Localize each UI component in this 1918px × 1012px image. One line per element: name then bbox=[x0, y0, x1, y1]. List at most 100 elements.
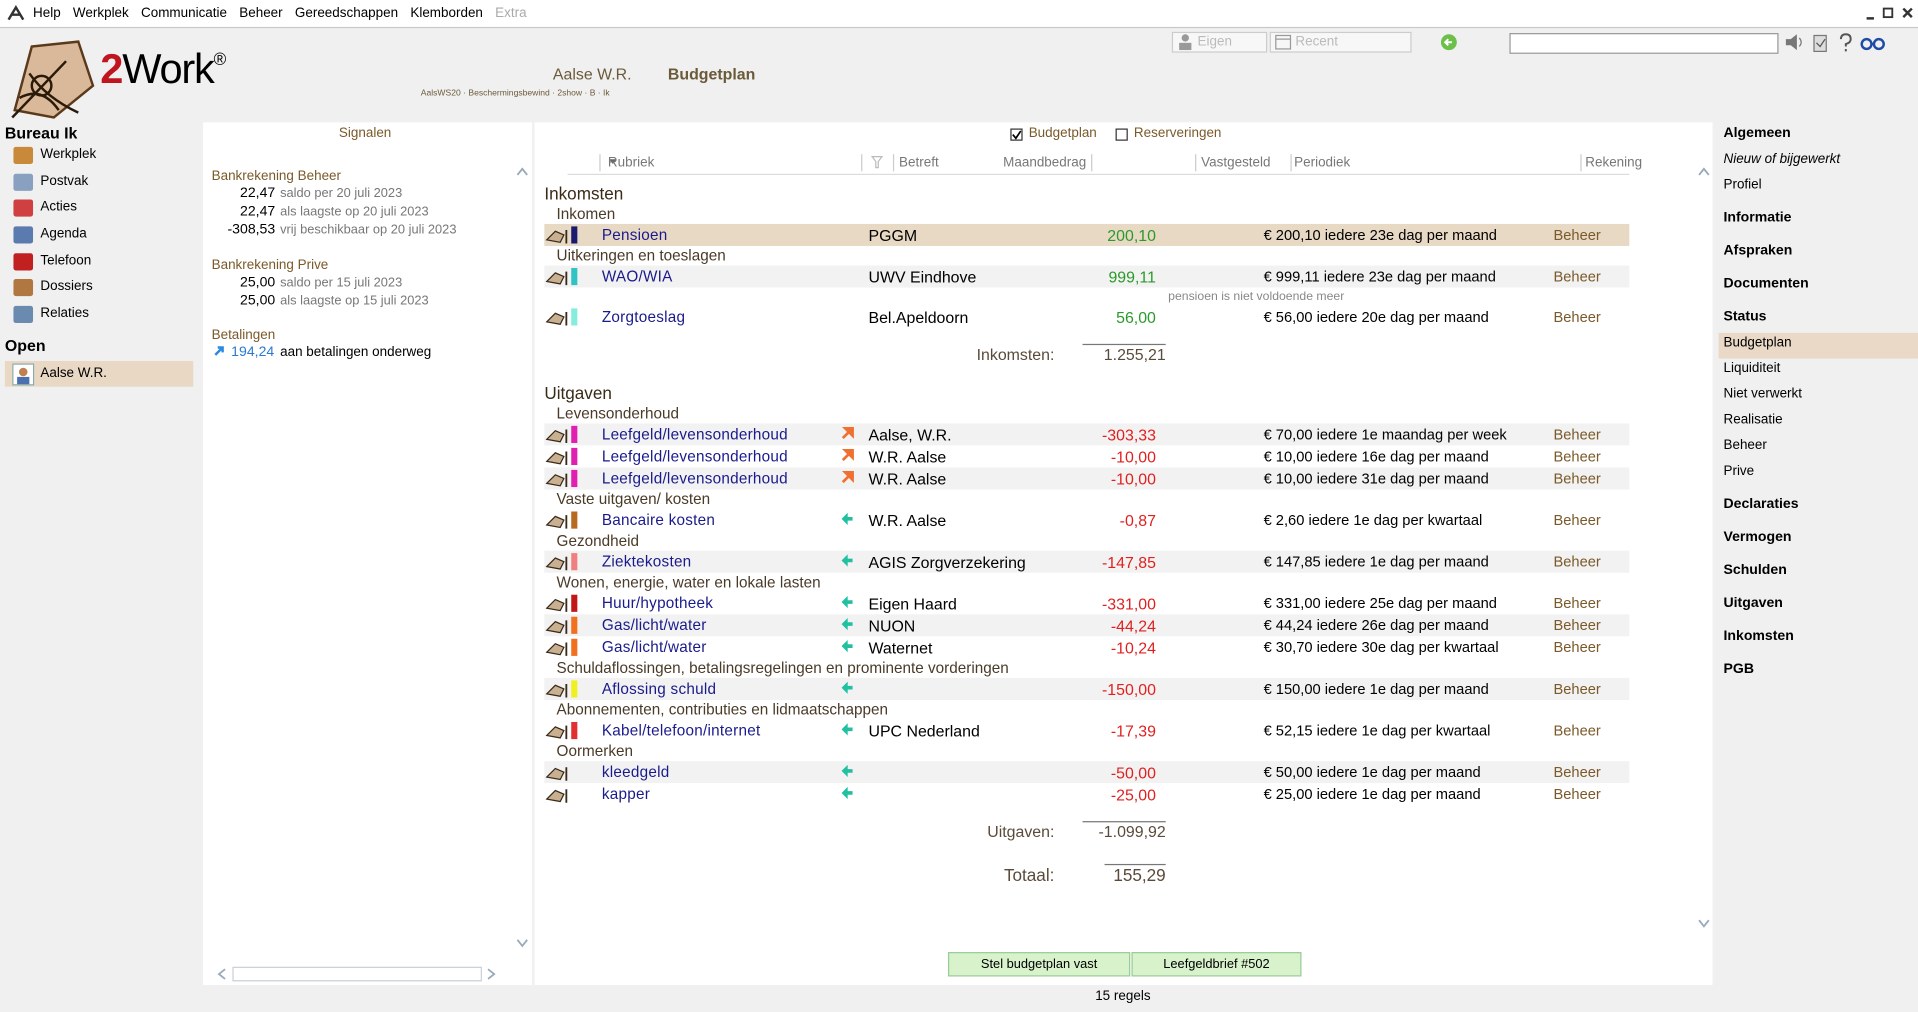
recent-button[interactable]: Recent bbox=[1269, 31, 1412, 53]
amount: -44,24 bbox=[1110, 616, 1156, 636]
right-nav-item[interactable]: Budgetplan bbox=[1718, 332, 1918, 359]
action-button[interactable]: Stel budgetplan vast bbox=[947, 952, 1131, 977]
account-amount: 22,47 bbox=[240, 204, 276, 220]
nav-item[interactable]: Postvak bbox=[0, 170, 196, 197]
right-nav-item[interactable]: Vermogen bbox=[1723, 529, 1792, 545]
menu-item[interactable]: Communicatie bbox=[141, 6, 228, 21]
scroll-down[interactable] bbox=[516, 939, 528, 949]
amount: -10,24 bbox=[1110, 638, 1156, 658]
schedule: € 2,60 iedere 1e dag per kwartaal bbox=[1263, 511, 1483, 529]
schedule: € 70,00 iedere 1e maandag per week bbox=[1263, 425, 1507, 443]
open-item[interactable]: Aalse W.R. bbox=[4, 360, 194, 387]
account-amount: 22,47 bbox=[240, 186, 276, 201]
column-divider bbox=[892, 154, 895, 172]
scroll-left[interactable] bbox=[217, 968, 227, 980]
nav-item[interactable]: Werkplek bbox=[0, 143, 196, 170]
scroll-down[interactable] bbox=[1698, 919, 1710, 929]
budget-row[interactable]: Leefgeld/levensonderhoud Aalse, W.R. -303,… bbox=[544, 423, 1630, 446]
direction-icon bbox=[841, 639, 853, 653]
page-title: Budgetplan bbox=[667, 64, 756, 84]
section-total: Uitgaven: -1.099,92 bbox=[544, 805, 1629, 854]
budget-row[interactable]: Pensioen PGGM 200,10 € 200,10 iedere 23e da… bbox=[544, 223, 1630, 246]
go-button[interactable] bbox=[1440, 33, 1458, 51]
total-value: 1.255,21 bbox=[1082, 343, 1166, 365]
filter-checkbox[interactable] bbox=[1115, 128, 1128, 141]
account: Beheer bbox=[1553, 553, 1601, 571]
budget-row[interactable]: WAO/WIA UWV Eindhove 999,11 € 999,11 iedere… bbox=[544, 265, 1630, 288]
betreft: W.R. Aalse bbox=[868, 447, 947, 467]
recent-label: Recent bbox=[1295, 34, 1339, 49]
amount: -50,00 bbox=[1110, 763, 1156, 782]
budget-row[interactable]: Aflossing schuld -150,00 € 150,00 iedere 1… bbox=[544, 677, 1630, 700]
scroll-right[interactable] bbox=[487, 968, 497, 980]
right-nav-item[interactable]: Liquiditeit bbox=[1723, 360, 1781, 376]
account: Beheer bbox=[1553, 763, 1601, 781]
menu-item[interactable]: Werkplek bbox=[72, 6, 129, 21]
nav-item[interactable]: Relaties bbox=[0, 302, 196, 329]
right-nav-item[interactable]: Inkomsten bbox=[1723, 628, 1794, 644]
right-nav-item[interactable]: Realisatie bbox=[1723, 412, 1783, 428]
budget-row[interactable]: kleedgeld -50,00 € 50,00 iedere 1e dag per… bbox=[544, 761, 1630, 784]
group-title: Levensonderhoud bbox=[556, 405, 679, 423]
right-nav-item[interactable]: Status bbox=[1723, 309, 1767, 325]
eigen-button[interactable]: Eigen bbox=[1171, 31, 1268, 53]
budget-row[interactable]: Kabel/telefoon/internet UPC Nederland -17,… bbox=[544, 719, 1630, 742]
budget-row[interactable]: Leefgeld/levensonderhoud W.R. Aalse -10,00… bbox=[544, 467, 1630, 490]
right-nav-item[interactable]: Profiel bbox=[1723, 177, 1762, 193]
menu-item[interactable]: Beheer bbox=[239, 6, 283, 21]
right-nav-item[interactable]: Nieuw of bijgewerkt bbox=[1723, 151, 1841, 167]
right-nav-item[interactable]: Declaraties bbox=[1723, 496, 1799, 512]
nav-item[interactable]: Telefoon bbox=[0, 249, 196, 276]
budget-row[interactable]: Gas/licht/water NUON -44,24 € 44,24 iedere … bbox=[544, 614, 1630, 637]
right-nav-item[interactable]: Prive bbox=[1723, 463, 1755, 479]
rubriek-color bbox=[571, 680, 578, 698]
amount: -147,85 bbox=[1101, 553, 1156, 572]
scroll-up[interactable] bbox=[1698, 166, 1710, 176]
menu-item[interactable]: Gereedschappen bbox=[294, 6, 399, 21]
account: Beheer bbox=[1553, 721, 1601, 740]
schedule: € 30,70 iedere 30e dag per kwartaal bbox=[1263, 638, 1499, 656]
nav-icon bbox=[13, 199, 34, 218]
budget-row[interactable]: Leefgeld/levensonderhoud W.R. Aalse -10,00… bbox=[544, 445, 1630, 468]
nav-item[interactable]: Agenda bbox=[0, 223, 196, 250]
budget-row[interactable]: Bancaire kosten W.R. Aalse -0,87 € 2,60 ied… bbox=[544, 509, 1630, 532]
nav-item[interactable]: Acties bbox=[0, 196, 196, 223]
right-nav-item[interactable]: Beheer bbox=[1723, 438, 1767, 453]
schedule: € 52,15 iedere 1e dag per kwartaal bbox=[1263, 721, 1491, 740]
budget-row[interactable]: Zorgtoeslag Bel.Apeldoorn 56,00 € 56,00 ied… bbox=[544, 305, 1630, 328]
right-nav-item[interactable]: Algemeen bbox=[1723, 126, 1791, 141]
budget-row[interactable]: Huur/hypotheek Eigen Haard -331,00 € 331,00… bbox=[544, 592, 1630, 615]
right-nav-item[interactable]: Schulden bbox=[1723, 562, 1787, 578]
right-nav-item[interactable]: Uitgaven bbox=[1723, 595, 1783, 611]
filter-label[interactable]: Budgetplan bbox=[1028, 126, 1097, 141]
budget-row[interactable]: Gas/licht/water Waternet -10,24 € 30,70 ied… bbox=[544, 636, 1630, 659]
menu-item[interactable]: Extra bbox=[495, 6, 527, 21]
h-scrollbar[interactable] bbox=[232, 966, 482, 982]
nav-icon bbox=[13, 226, 34, 244]
row-icon bbox=[545, 515, 568, 529]
right-nav-item[interactable]: Niet verwerkt bbox=[1723, 386, 1803, 402]
filter-checkbox[interactable] bbox=[1010, 128, 1023, 141]
betreft: PGGM bbox=[868, 226, 918, 245]
schedule: € 147,85 iedere 1e dag per maand bbox=[1263, 553, 1489, 571]
right-nav-item[interactable]: Afspraken bbox=[1723, 243, 1793, 259]
account-amount: -308,53 bbox=[227, 222, 276, 238]
right-nav-item[interactable]: Documenten bbox=[1723, 276, 1809, 292]
right-nav-item[interactable]: PGB bbox=[1723, 662, 1754, 677]
nav-item[interactable]: Dossiers bbox=[0, 276, 196, 303]
right-nav-item[interactable]: Informatie bbox=[1723, 210, 1792, 226]
menu-item[interactable]: Klemborden bbox=[410, 6, 483, 21]
action-button[interactable]: Leefgeldbrief #502 bbox=[1131, 952, 1302, 977]
open-label: Aalse W.R. bbox=[40, 365, 107, 381]
budget-row[interactable]: Ziektekosten AGIS Zorgverzekering -147,85 €… bbox=[544, 550, 1630, 573]
row-icon bbox=[545, 473, 568, 488]
schedule: € 10,00 iedere 31e dag per maand bbox=[1263, 469, 1489, 488]
person-icon bbox=[1179, 34, 1192, 51]
scroll-up[interactable] bbox=[516, 166, 528, 176]
row-icon bbox=[545, 789, 568, 803]
filter-label[interactable]: Reserveringen bbox=[1133, 126, 1222, 141]
account: Beheer bbox=[1553, 638, 1601, 656]
menu-item[interactable]: Help bbox=[33, 6, 61, 21]
budget-row[interactable]: kapper -25,00 € 25,00 iedere 1e dag per ma… bbox=[544, 783, 1630, 806]
search-input[interactable] bbox=[1509, 33, 1779, 54]
